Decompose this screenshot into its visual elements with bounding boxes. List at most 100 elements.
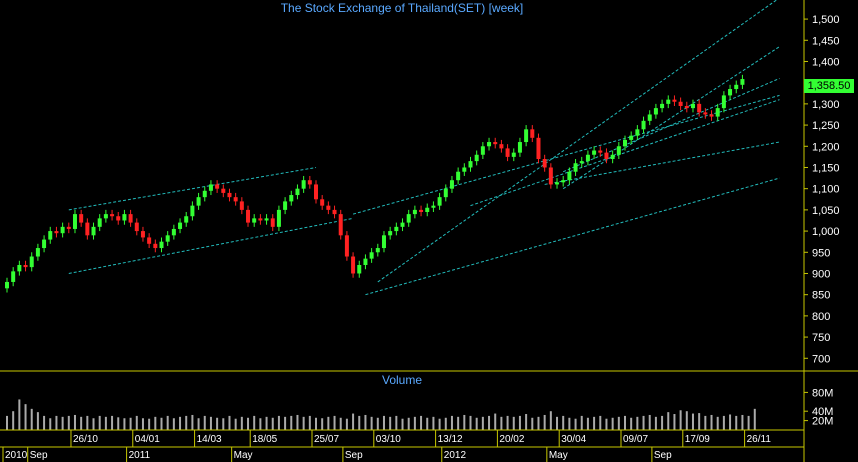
volume-bar	[599, 415, 602, 430]
y-tick-label: 1,150	[812, 162, 840, 174]
candle-body	[721, 95, 726, 109]
x-date-label: 25/07	[314, 434, 339, 445]
candle-body	[307, 180, 312, 185]
y-tick-label: 1,450	[812, 35, 840, 47]
trendline	[68, 166, 317, 211]
candle-body	[54, 231, 59, 234]
volume-bar	[741, 414, 744, 430]
volume-bar	[716, 416, 719, 430]
y-tick-label: 1,000	[812, 226, 840, 238]
x-date-label: 18/05	[252, 434, 277, 445]
y-tick-label: 1,100	[812, 184, 840, 196]
volume-bar	[166, 415, 169, 430]
volume-bar	[43, 415, 46, 430]
volume-bar	[308, 415, 311, 430]
candle-body	[703, 112, 708, 115]
candle-body	[357, 265, 362, 274]
volume-bar	[111, 415, 114, 430]
volume-tick-label: 40M	[812, 406, 833, 418]
candle-body	[202, 190, 207, 198]
candle-body	[598, 150, 603, 153]
volume-bar	[586, 417, 589, 430]
volume-bar	[345, 418, 348, 430]
x-date-label: 14/03	[197, 434, 222, 445]
x-date-label: 20/02	[499, 434, 524, 445]
volume-bar	[568, 417, 571, 430]
candle-body	[289, 195, 294, 202]
volume-bar	[673, 414, 676, 430]
trendlines	[68, 0, 780, 296]
candle-body	[97, 218, 102, 227]
candle-body	[110, 214, 115, 217]
volume-bar	[203, 415, 206, 430]
candle-body	[320, 199, 325, 206]
candle-body	[480, 146, 485, 155]
volume-bar	[135, 415, 138, 430]
candle-body	[672, 99, 677, 102]
volume-bar	[55, 415, 58, 430]
candle-body	[517, 142, 522, 153]
volume-bar	[648, 414, 651, 430]
volume-bar	[80, 416, 83, 430]
candle-body	[233, 197, 238, 202]
y-tick-label: 1,300	[812, 99, 840, 111]
candle-body	[128, 214, 133, 223]
volume-bar	[556, 416, 559, 430]
volume-bar	[500, 416, 503, 430]
volume-bar	[265, 416, 268, 430]
x-date-label: 30/04	[561, 434, 586, 445]
candle-body	[72, 214, 77, 229]
volume-bar	[253, 415, 256, 430]
volume-bar	[49, 418, 52, 430]
candle-body	[505, 148, 510, 157]
candle-body	[542, 159, 547, 168]
candle-body	[91, 226, 96, 236]
volume-bar	[327, 416, 330, 430]
candle-body	[635, 129, 640, 136]
volume-bar	[30, 408, 33, 430]
volume-bar	[197, 418, 200, 430]
candle-body	[252, 218, 257, 223]
candle-body	[641, 120, 646, 130]
volume-bar	[290, 415, 293, 430]
x-date-label: 04/01	[135, 434, 160, 445]
volume-bar	[284, 416, 287, 430]
volume-bar	[611, 417, 614, 430]
volume-bar	[463, 414, 466, 430]
candle-body	[351, 256, 356, 274]
trendline	[68, 217, 354, 274]
y-tick-label: 700	[812, 353, 830, 365]
volume-bar	[376, 417, 379, 430]
volume-bar	[494, 413, 497, 430]
y-tick-label: 900	[812, 268, 830, 280]
volume-bar	[469, 415, 472, 430]
candle-body	[709, 114, 714, 117]
volume-bar	[481, 416, 484, 430]
volume-bar	[315, 417, 317, 430]
x-date-label: 03/10	[376, 434, 401, 445]
candle-body	[134, 222, 139, 232]
volume-bar	[259, 418, 262, 430]
candle-body	[629, 135, 634, 140]
candle-body	[171, 228, 176, 236]
candle-body	[561, 180, 566, 183]
candle-body	[573, 163, 578, 172]
candle-body	[449, 180, 454, 189]
candle-body	[499, 144, 504, 149]
candle-body	[264, 218, 269, 221]
candle-body	[208, 184, 213, 191]
volume-bar	[636, 416, 639, 430]
volume-bar	[506, 415, 509, 430]
volume-title: Volume	[381, 373, 423, 387]
volume-bar	[735, 415, 738, 430]
trendline	[470, 99, 780, 207]
volume-bar	[277, 415, 280, 430]
candle-body	[270, 218, 275, 227]
candle-body	[610, 154, 615, 159]
volume-bar	[426, 417, 429, 430]
volume-bar	[531, 417, 534, 430]
volume-bar	[543, 414, 546, 430]
volume-bar	[407, 417, 410, 430]
candle-body	[647, 114, 652, 121]
